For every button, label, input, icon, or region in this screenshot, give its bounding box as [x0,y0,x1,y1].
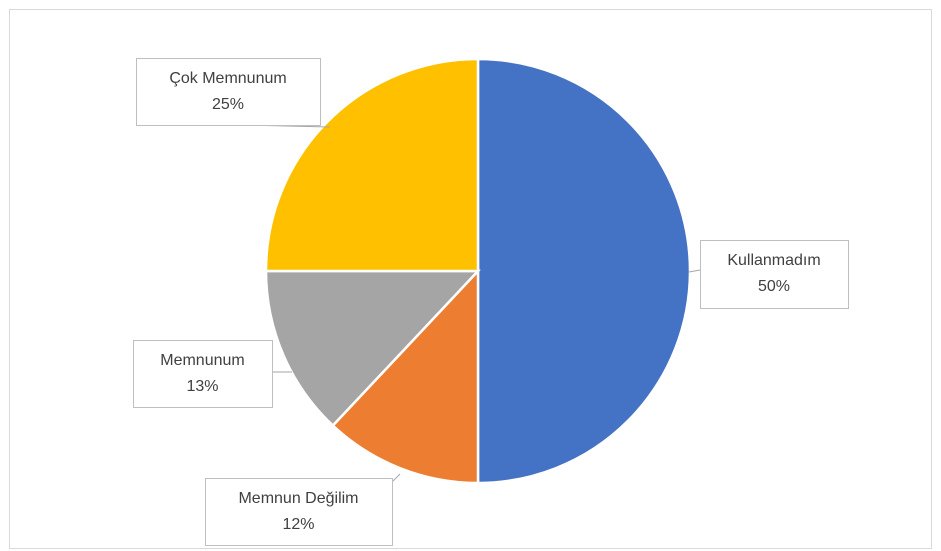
category-label: Memnunum [160,352,244,369]
value-label: 50% [758,278,790,295]
value-label: 13% [186,378,218,395]
label-box [136,58,321,126]
pie-slice [331,267,480,485]
leader-line [688,269,701,273]
value-label: 12% [282,516,314,533]
label-box [700,240,849,309]
pie-slice [264,57,480,273]
label-box [205,478,393,546]
category-label: Çok Memnunum [169,70,286,87]
category-label: Kullanmadım [727,252,820,269]
value-label: 25% [212,96,244,113]
category-label: Memnun Değilim [238,490,358,507]
label-box [133,340,273,408]
pie-slice [476,57,692,485]
leader-line [391,473,401,483]
pie-slice [264,269,481,428]
